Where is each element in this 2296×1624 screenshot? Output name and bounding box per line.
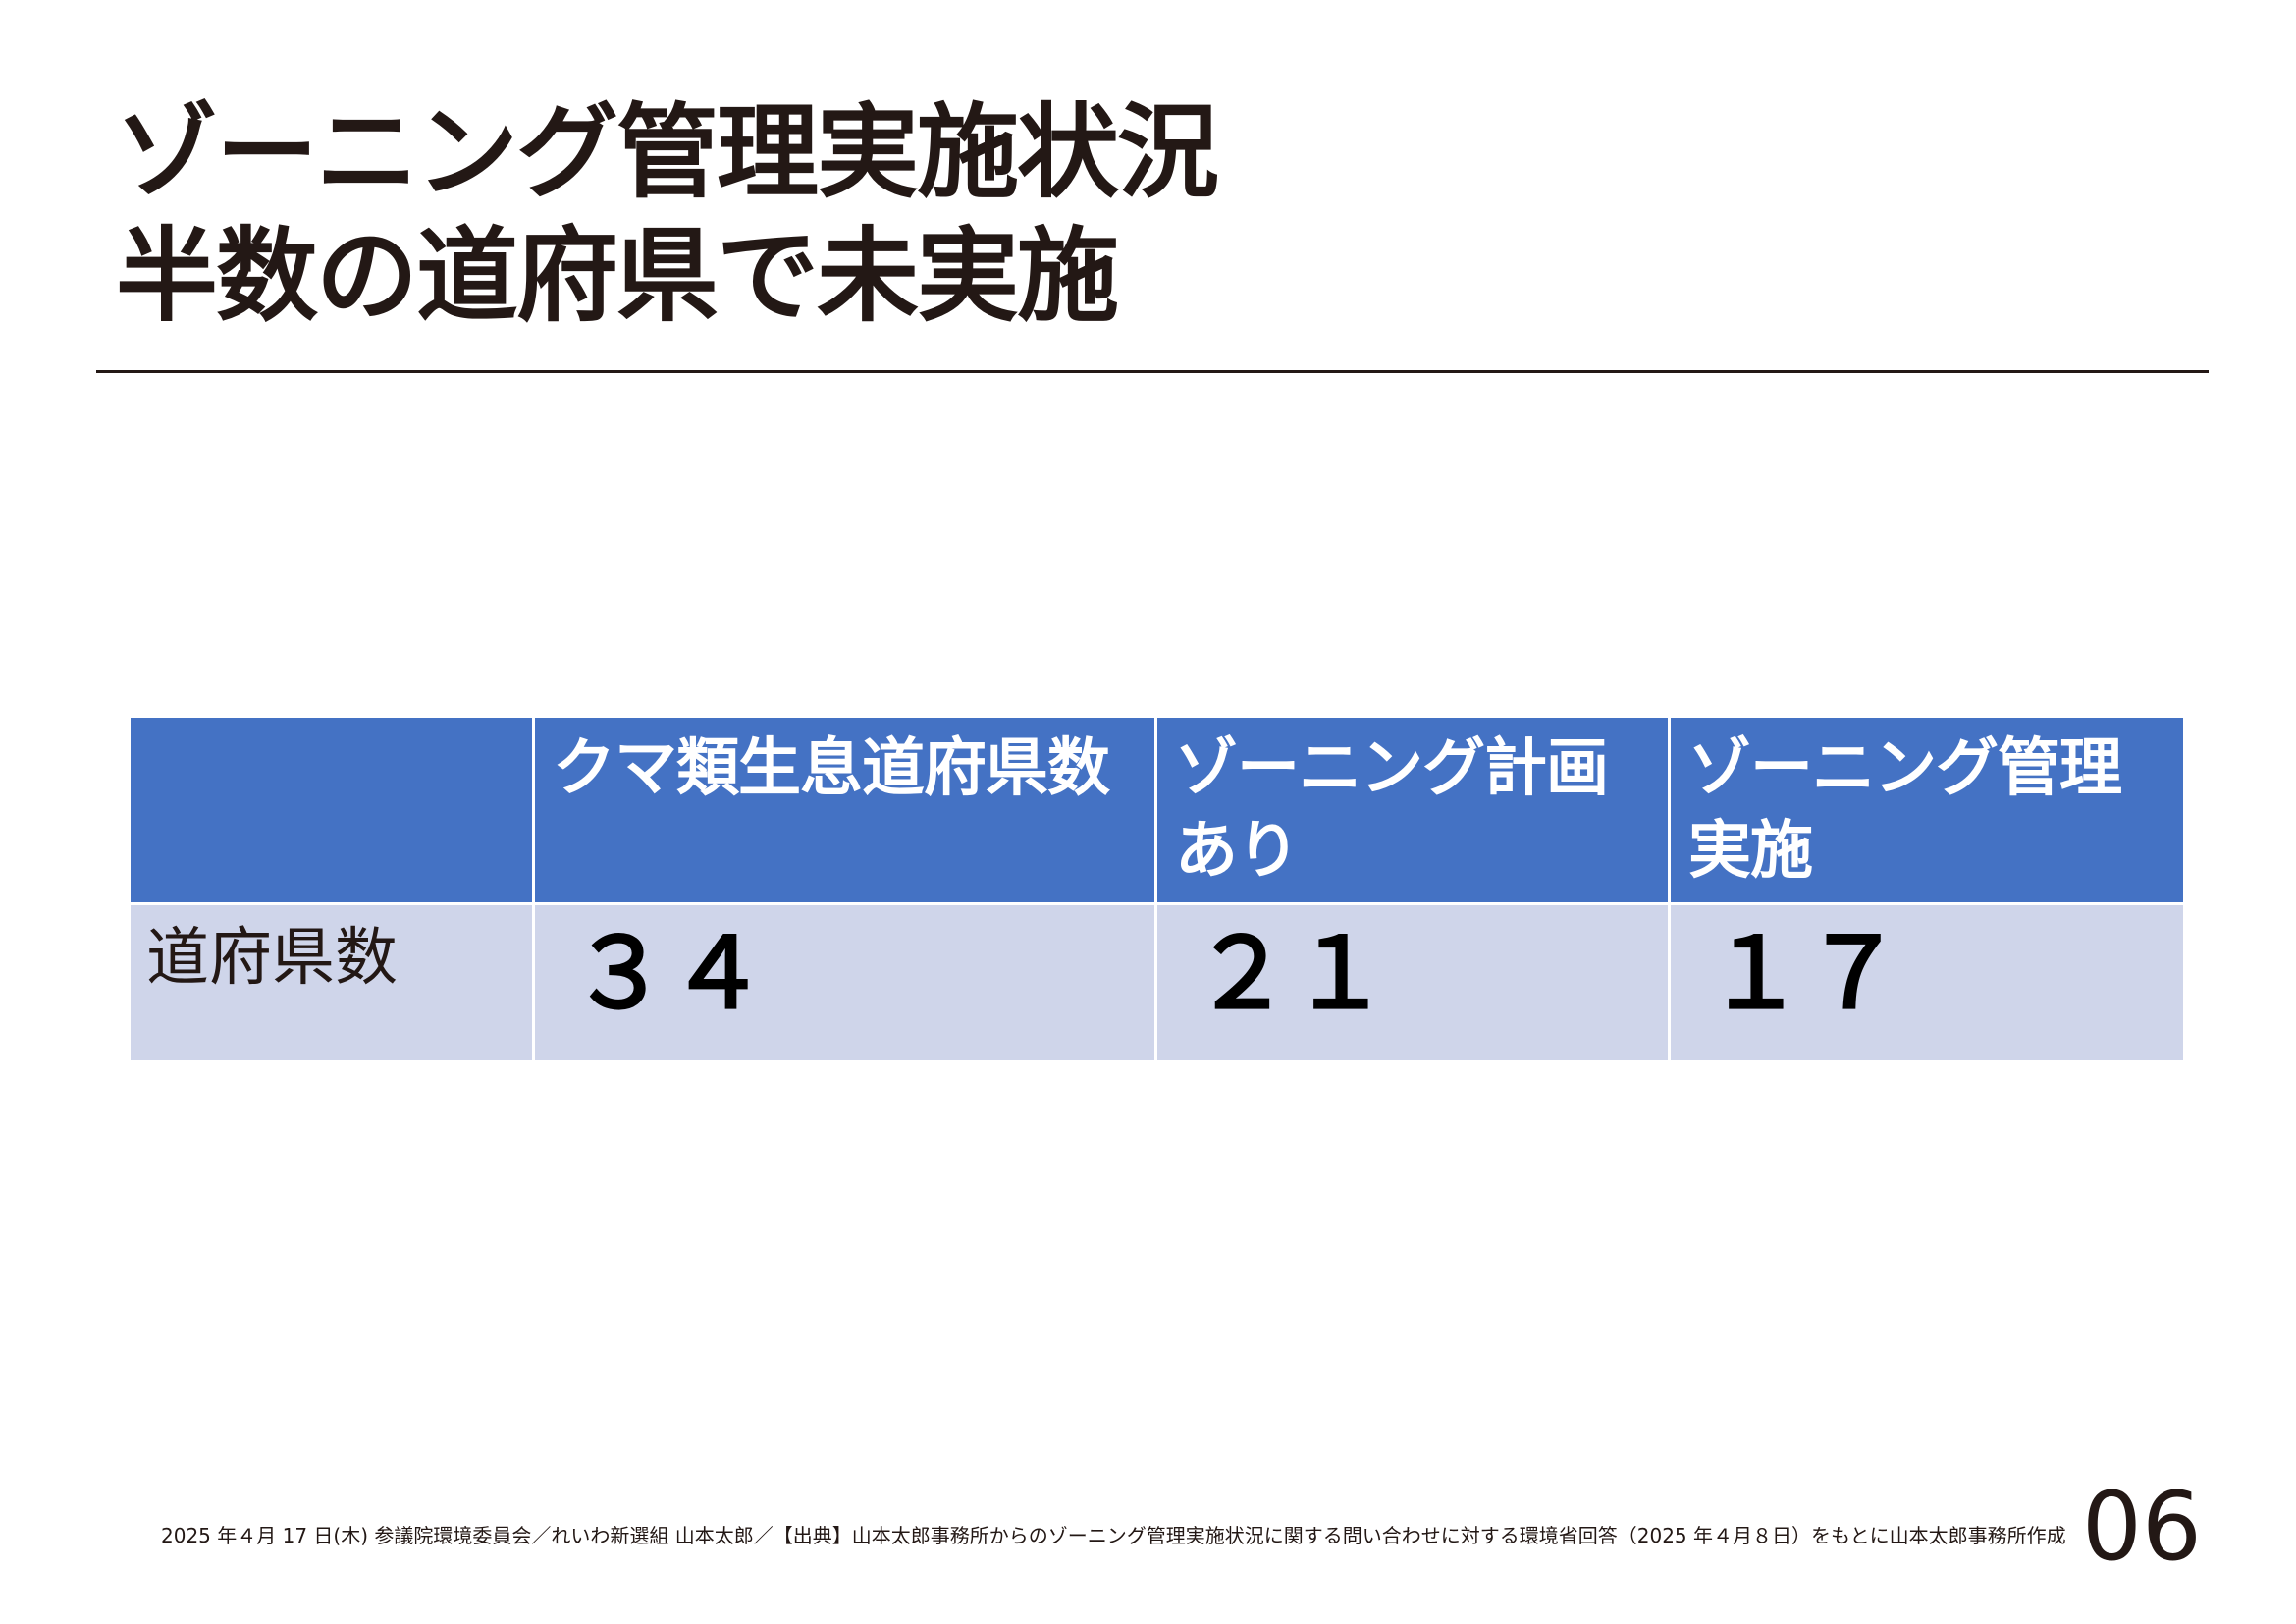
value-bear-habitat-prefectures: ３４	[532, 902, 1157, 1063]
value-zoning-management: １７	[1668, 902, 2186, 1063]
header-cell-zoning-management: ゾーニング管理実施	[1668, 715, 2186, 905]
slide-title: ゾーニング管理実施状況 半数の道府県で未実施	[116, 90, 1219, 338]
slide-title-line-2: 半数の道府県で未実施	[116, 216, 1119, 336]
page-number: 06	[2081, 1472, 2202, 1582]
source-footnote: 2025 年４月 17 日(木) 参議院環境委員会／れいわ新選組 山本太郎／【出…	[161, 1524, 2066, 1547]
table-row: 道府県数 ３４ ２１ １７	[128, 902, 2186, 1063]
row-label-prefecture-count: 道府県数	[128, 902, 535, 1063]
header-cell-bear-habitat-prefectures: クマ類生息道府県数	[532, 715, 1157, 905]
title-divider	[96, 370, 2209, 373]
header-cell-blank	[128, 715, 535, 905]
table-header-row: クマ類生息道府県数 ゾーニング計画あり ゾーニング管理実施	[128, 715, 2186, 905]
zoning-status-table: クマ類生息道府県数 ゾーニング計画あり ゾーニング管理実施 道府県数 ３４ ２１…	[128, 715, 2186, 1063]
value-zoning-plan: ２１	[1154, 902, 1671, 1063]
header-cell-zoning-plan: ゾーニング計画あり	[1154, 715, 1671, 905]
slide-title-line-1: ゾーニング管理実施状況	[116, 92, 1219, 212]
